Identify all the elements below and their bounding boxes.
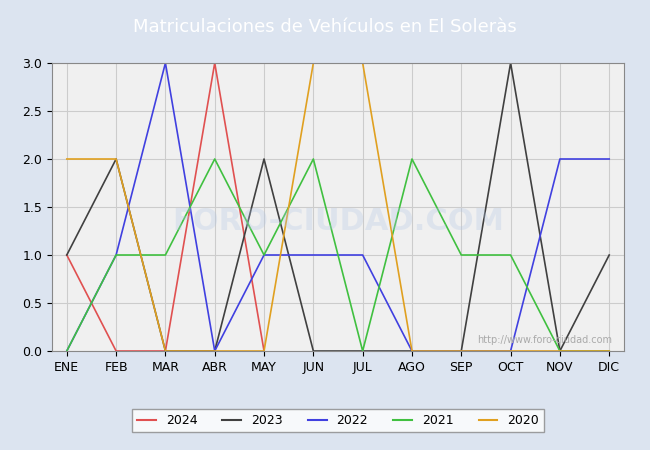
Text: Matriculaciones de Vehículos en El Soleràs: Matriculaciones de Vehículos en El Soler… <box>133 18 517 36</box>
Legend: 2024, 2023, 2022, 2021, 2020: 2024, 2023, 2022, 2021, 2020 <box>132 409 544 432</box>
Text: http://www.foro-ciudad.com: http://www.foro-ciudad.com <box>478 335 612 345</box>
Text: FORO-CIUDAD.COM: FORO-CIUDAD.COM <box>172 207 504 236</box>
